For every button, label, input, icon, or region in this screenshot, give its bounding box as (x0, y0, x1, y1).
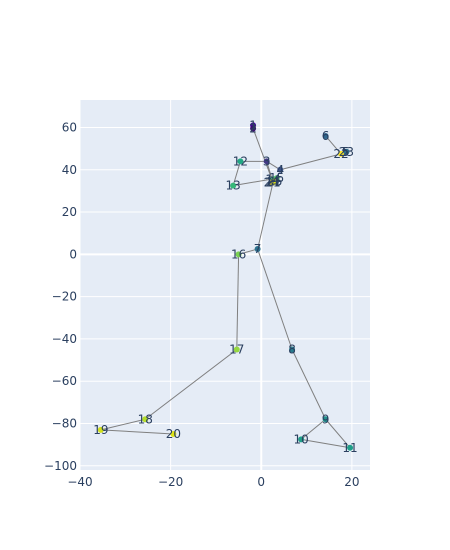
data-point-3[interactable] (263, 158, 270, 165)
data-point-18[interactable] (142, 416, 149, 423)
point-label-23: 23 (339, 145, 354, 159)
point-label-7: 7 (254, 242, 262, 256)
point-label-8: 8 (288, 342, 296, 356)
point-label-2: 2 (249, 122, 257, 136)
point-label-17: 17 (229, 342, 244, 356)
point-label-24: 24 (264, 175, 279, 189)
skeleton-edge (300, 418, 326, 440)
skeleton-edge (144, 349, 238, 420)
point-label-10: 10 (293, 432, 308, 446)
data-point-25[interactable] (271, 178, 278, 185)
point-label-13: 13 (226, 179, 241, 193)
point-label-19: 19 (93, 423, 108, 437)
skeleton-edge (257, 182, 274, 250)
data-point-4[interactable] (277, 166, 284, 173)
data-point-9[interactable] (322, 416, 329, 423)
y-tick-label: 40 (62, 163, 77, 177)
skeleton-edge (252, 128, 274, 183)
skeleton-edge (301, 438, 351, 449)
point-label-12: 12 (233, 154, 248, 168)
data-point-17[interactable] (233, 346, 240, 353)
x-tick-label: 0 (257, 475, 265, 489)
data-point-16[interactable] (235, 251, 242, 258)
data-point-20[interactable] (170, 431, 177, 438)
point-label-18: 18 (138, 412, 153, 426)
plot-background (80, 100, 370, 470)
y-tick-label: 20 (62, 205, 77, 219)
skeleton-edges (100, 125, 351, 449)
data-point-10[interactable] (298, 436, 305, 443)
point-label-22: 22 (333, 147, 348, 161)
point-label-14: 14 (265, 172, 280, 186)
data-point-7[interactable] (254, 246, 261, 253)
skeleton-edge (232, 161, 241, 186)
point-label-20: 20 (166, 427, 181, 441)
point-label-11: 11 (342, 441, 357, 455)
x-tick-label: 20 (344, 475, 359, 489)
point-label-16: 16 (231, 247, 246, 261)
y-tick-label: 60 (62, 120, 77, 134)
y-tick-label: −60 (52, 374, 77, 388)
skeleton-edge (280, 153, 342, 171)
data-point-6[interactable] (322, 132, 329, 139)
skeleton-edge (100, 429, 174, 435)
data-point-2[interactable] (250, 125, 257, 132)
point-label-6: 6 (322, 129, 330, 143)
point-label-3: 3 (263, 154, 271, 168)
data-point-12[interactable] (237, 158, 244, 165)
y-tick-labels: −100 −80 −60 −40 −20 0 20 40 60 (44, 120, 77, 472)
point-label-4: 4 (276, 163, 284, 177)
point-label-5: 5 (342, 145, 350, 159)
data-point-13[interactable] (230, 182, 237, 189)
x-tick-label: −40 (67, 475, 92, 489)
skeleton-edge (233, 177, 277, 187)
data-point-11[interactable] (347, 444, 354, 451)
skeleton-edge (291, 349, 327, 420)
skeleton-edge (238, 248, 258, 255)
point-label-15: 15 (269, 171, 284, 185)
y-tick-label: −40 (52, 332, 77, 346)
y-tick-label: 0 (69, 247, 77, 261)
skeleton-edge (236, 254, 240, 350)
x-tick-labels: −40 −20 0 20 (67, 475, 359, 489)
y-tick-label: −100 (44, 459, 77, 473)
data-point-22[interactable] (338, 150, 344, 157)
skeleton-edge (325, 135, 342, 155)
point-label-9: 9 (322, 412, 330, 426)
skeleton-edge (257, 248, 293, 350)
skeleton-edge (325, 418, 351, 449)
point-label-1: 1 (249, 118, 257, 132)
x-tick-label: −20 (158, 475, 183, 489)
data-points (97, 122, 354, 451)
data-point-8[interactable] (289, 346, 296, 353)
data-point-19[interactable] (97, 426, 104, 433)
y-tick-label: −80 (52, 416, 77, 430)
y-tick-label: −20 (52, 290, 77, 304)
point-label-21: 21 (265, 175, 280, 189)
point-label-25: 25 (267, 174, 282, 188)
skeleton-edge (100, 418, 146, 431)
data-point-23[interactable] (343, 148, 350, 155)
